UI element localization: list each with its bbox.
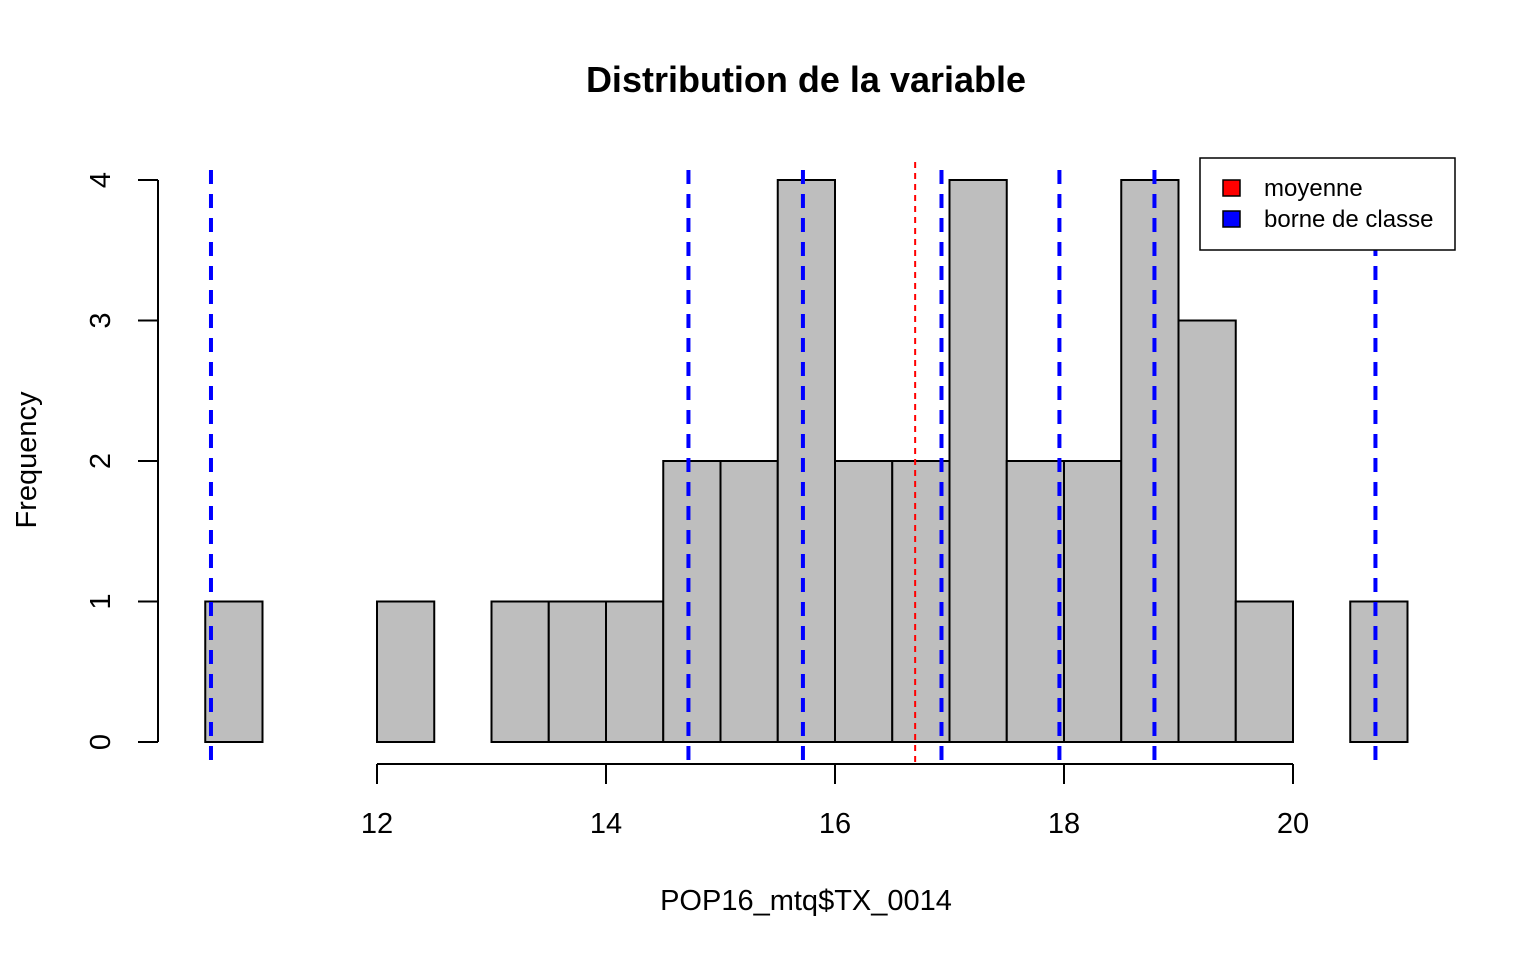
- histogram-bar: [662, 460, 722, 743]
- y-tick-label: 3: [85, 312, 117, 328]
- histogram-bar: [948, 179, 1008, 743]
- y-tick-label: 1: [85, 593, 117, 609]
- legend-swatch: [1222, 210, 1241, 228]
- x-axis: 12 14 16 18 20: [361, 763, 1309, 840]
- bars-group: [204, 179, 1409, 743]
- legend-label: borne de classe: [1264, 206, 1433, 233]
- histogram-bar: [547, 600, 607, 743]
- y-tick-label: 0: [85, 734, 117, 750]
- histogram-bar: [1349, 600, 1409, 743]
- histogram-bar: [376, 600, 436, 743]
- histogram-bar: [834, 460, 894, 743]
- legend-label: moyenne: [1264, 175, 1363, 202]
- histogram-bar: [204, 600, 264, 743]
- x-tick-label: 18: [1048, 808, 1080, 840]
- histogram-bar: [490, 600, 550, 743]
- legend-box: [1199, 157, 1456, 251]
- histogram-bar: [776, 179, 836, 743]
- x-tick-label: 16: [819, 808, 851, 840]
- y-axis: 0 1 2 3 4: [85, 172, 159, 750]
- histogram-bar: [1177, 319, 1237, 743]
- histogram-bar: [719, 460, 779, 743]
- x-tick-label: 12: [361, 808, 393, 840]
- x-tick-label: 14: [590, 808, 622, 840]
- class-breaks-group: [208, 170, 1378, 764]
- histogram-bar: [1005, 460, 1065, 743]
- histogram-bar: [1234, 600, 1294, 743]
- legend-swatch: [1222, 179, 1241, 197]
- y-tick-label: 4: [85, 172, 117, 188]
- y-tick-label: 2: [85, 453, 117, 469]
- x-axis-label: POP16_mtq$TX_0014: [660, 885, 952, 917]
- chart-title: Distribution de la variable: [586, 59, 1026, 100]
- histogram-bar: [1063, 460, 1123, 743]
- histogram-bar: [605, 600, 665, 743]
- x-tick-label: 20: [1277, 808, 1309, 840]
- histogram-bar: [1120, 179, 1180, 743]
- y-axis-label: Frequency: [11, 391, 43, 529]
- legend: moyenne borne de classe: [1199, 157, 1456, 251]
